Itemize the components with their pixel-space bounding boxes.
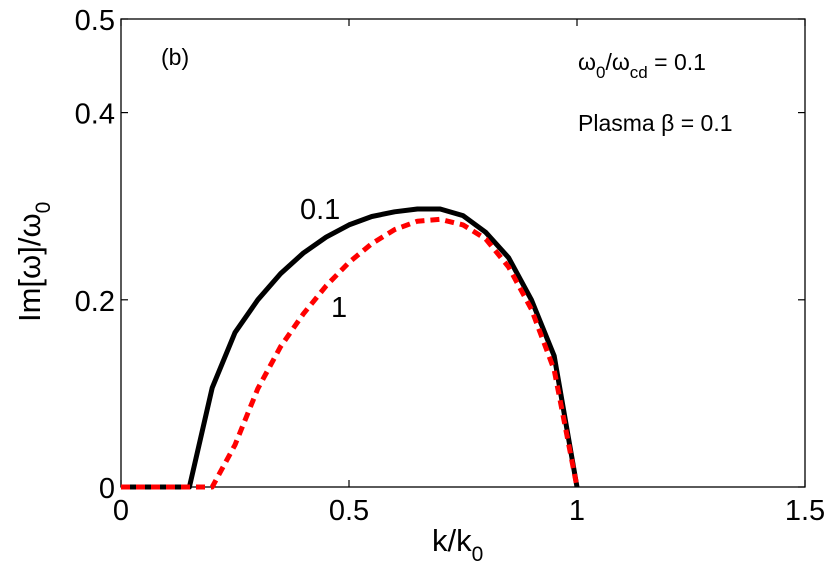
x-tick-label: 1.5	[785, 495, 825, 527]
y-axis-title-main: Im[ω]/ω	[12, 213, 47, 322]
x-axis-title-main: k/k	[432, 523, 472, 558]
curve-label-1: 1	[331, 292, 347, 324]
y-tick-labels: 0 0.2 0.4 0.5	[75, 5, 115, 505]
x-tick-label: 0	[113, 495, 129, 527]
annotation-beta: Plasma β = 0.1	[578, 110, 733, 136]
y-axis-title-sub: 0	[32, 202, 55, 214]
y-tick-label: 0.2	[75, 286, 115, 318]
series-line-0.1	[121, 206, 580, 490]
ratio-value: = 0.1	[648, 49, 706, 75]
plot-frame	[120, 18, 806, 488]
ratio-sub-cd: cd	[630, 63, 648, 82]
y-tick-label: 0	[99, 473, 115, 505]
x-tick-label: 0.5	[329, 495, 369, 527]
ratio-slash-omega: /ω	[605, 49, 629, 75]
ratio-omega: ω	[578, 49, 596, 75]
axis-ticks	[120, 18, 806, 488]
curve-label-0.1: 0.1	[300, 194, 340, 226]
ratio-sub-0: 0	[596, 63, 605, 82]
x-axis-title-sub: 0	[472, 543, 484, 566]
y-tick-label: 0.4	[75, 99, 115, 131]
annotation-ratio: ω0/ωcd = 0.1	[578, 49, 706, 82]
panel-label: (b)	[161, 44, 189, 70]
y-axis-title: Im[ω]/ω0	[12, 202, 55, 322]
x-tick-label: 1	[569, 495, 585, 527]
x-axis-title: k/k0	[432, 523, 483, 566]
series-group	[121, 206, 580, 490]
x-tick-labels: 0 0.5 1 1.5	[113, 495, 825, 527]
y-tick-label: 0.5	[75, 5, 115, 37]
